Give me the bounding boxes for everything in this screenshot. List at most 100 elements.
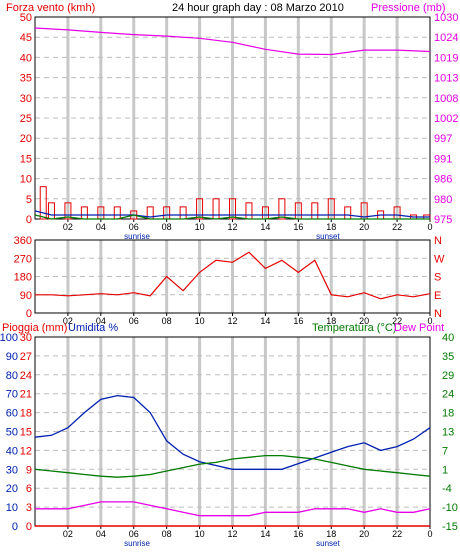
temperature-axis-title: Temperatura (°C) <box>312 322 396 334</box>
wind-speed-tick: 40 <box>20 52 32 64</box>
wind-speed-bar <box>179 206 187 220</box>
sunset-label: sunset <box>316 232 340 241</box>
direction-compass-tick: S <box>434 272 441 284</box>
pressure-tick: 1030 <box>434 12 458 24</box>
humidity-tick: 20 <box>6 483 18 495</box>
rain-tick: 9 <box>26 464 32 476</box>
x-tick-label: 10 <box>195 316 205 326</box>
x-tick-label: 12 <box>227 222 237 232</box>
temperature-tick: 18 <box>442 408 454 420</box>
direction-degree-tick: 180 <box>14 272 32 284</box>
humidity-tick: 40 <box>6 445 18 457</box>
x-tick-label: 02 <box>63 529 73 539</box>
pressure-tick: 997 <box>434 133 452 145</box>
wind-speed-bar <box>245 202 253 220</box>
rain-tick: 0 <box>26 521 32 533</box>
wind-speed-bar <box>229 198 236 220</box>
wind-speed-tick: 10 <box>20 174 32 186</box>
direction-degree-tick: 90 <box>20 290 32 302</box>
chart-title: 24 hour graph day : 08 Marzo 2010 <box>172 2 344 14</box>
pressure-line <box>34 27 431 56</box>
wind-speed-bar <box>47 202 55 220</box>
temperature-tick: 35 <box>442 351 454 363</box>
pressure-tick: 991 <box>434 153 452 165</box>
wind-speed-tick: 20 <box>20 133 32 145</box>
pressure-tick: 980 <box>434 194 452 206</box>
rain-tick: 30 <box>20 332 32 344</box>
temperature-tick: 1 <box>442 464 448 476</box>
direction-compass-tick: N <box>434 308 442 320</box>
pressure-tick: 975 <box>434 214 452 226</box>
x-tick-label: 12 <box>227 316 237 326</box>
x-tick-label: 16 <box>293 316 303 326</box>
sunset-label: sunset <box>316 539 340 548</box>
direction-degree-tick: 0 <box>26 308 32 320</box>
temperature-tick: 40 <box>442 332 454 344</box>
rain-tick: 3 <box>26 502 32 514</box>
humidity-tick: 100 <box>0 332 18 344</box>
humidity-tick: 10 <box>6 502 18 514</box>
temperature-tick: 7 <box>442 445 448 457</box>
temperature-tick: 29 <box>442 370 454 382</box>
x-tick-label: 22 <box>392 222 402 232</box>
humidity-tick: 80 <box>6 370 18 382</box>
wind-speed-tick: 5 <box>26 194 32 206</box>
x-tick-label: 0 <box>427 222 432 232</box>
temperature-tick: 24 <box>442 389 454 401</box>
rain-tick: 24 <box>20 370 32 382</box>
x-tick-label: 06 <box>129 529 139 539</box>
direction-degree-tick: 270 <box>14 253 32 265</box>
rain-tick: 21 <box>20 389 32 401</box>
x-tick-label: 06 <box>129 316 139 326</box>
x-tick-label: 10 <box>195 222 205 232</box>
x-tick-label: 14 <box>260 222 270 232</box>
direction-degree-tick: 360 <box>14 235 32 247</box>
x-tick-label: 14 <box>260 316 270 326</box>
wind-speed-tick: 45 <box>20 32 32 44</box>
rain-tick: 15 <box>20 427 32 439</box>
wind-speed-tick: 30 <box>20 93 32 105</box>
wind-speed-bar <box>311 202 319 220</box>
x-tick-label: 02 <box>63 316 73 326</box>
wind-speed-tick: 15 <box>20 153 32 165</box>
x-tick-label: 18 <box>326 222 336 232</box>
x-tick-label: 20 <box>359 222 369 232</box>
wind-speed-bar <box>212 198 220 220</box>
rain-tick: 6 <box>26 483 32 495</box>
temperature-tick: -10 <box>442 502 458 514</box>
x-tick-label: 04 <box>96 529 106 539</box>
wind-speed-tick: 25 <box>20 113 32 125</box>
wind-speed-bar <box>64 202 72 220</box>
wind-direction-line <box>35 251 431 300</box>
temperature-tick: -4 <box>442 483 452 495</box>
x-tick-label: 12 <box>227 529 237 539</box>
humidity-tick: 90 <box>6 351 18 363</box>
x-tick-label: 16 <box>293 222 303 232</box>
sunrise-label: sunrise <box>124 232 150 241</box>
wind-speed-bar <box>39 186 47 220</box>
humidity-tick: 0 <box>12 521 18 533</box>
wind-speed-bar <box>196 198 204 220</box>
wind-pressure-panel: 02 04 06 08 10 12 14 16 18 20 22 0 sunrise sunset 0 5 10… <box>20 12 459 241</box>
x-tick-label: 22 <box>392 529 402 539</box>
x-tick-label: 18 <box>326 316 336 326</box>
rain-tick: 18 <box>20 408 32 420</box>
x-tick-label: 04 <box>96 222 106 232</box>
dewpoint-axis-title: Dew Point <box>394 322 444 334</box>
direction-compass-tick: W <box>434 253 445 265</box>
wind-speed-bar <box>344 206 352 220</box>
x-tick-label: 20 <box>359 316 369 326</box>
rain-tick: 27 <box>20 351 32 363</box>
humidity-axis-title: Umidita % <box>68 322 118 334</box>
x-tick-label: 04 <box>96 316 106 326</box>
x-tick-label: 08 <box>162 222 172 232</box>
humidity-tick: 50 <box>6 427 18 439</box>
rain-axis-title: Pioggia (mm) <box>2 322 67 334</box>
temperature-tick: 13 <box>442 427 454 439</box>
x-tick-label: 08 <box>162 316 172 326</box>
direction-compass-tick: N <box>434 235 442 247</box>
wind-speed-tick: 35 <box>20 73 32 85</box>
